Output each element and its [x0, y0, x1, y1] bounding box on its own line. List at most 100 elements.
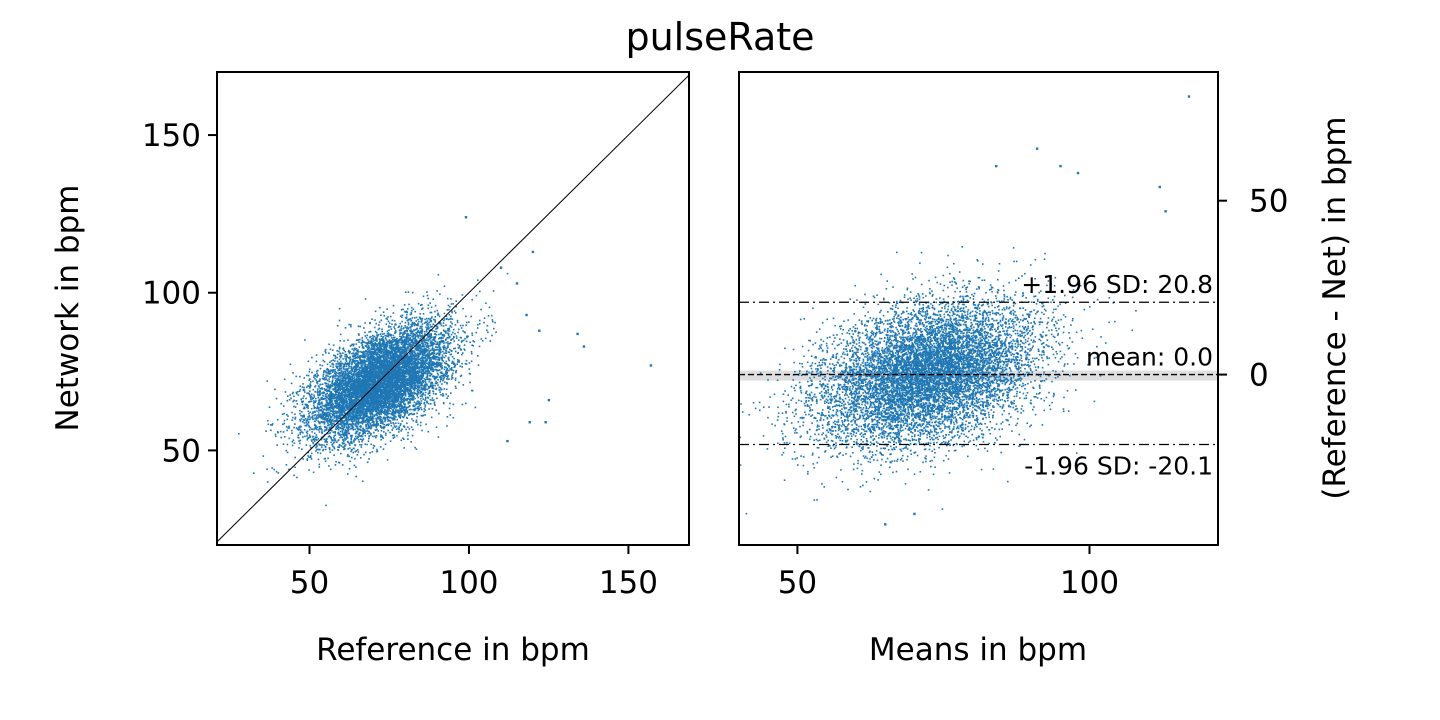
scatter-point — [387, 419, 389, 421]
scatter-point — [349, 461, 351, 463]
scatter-point — [420, 360, 422, 362]
scatter-point — [313, 405, 315, 407]
scatter-point — [266, 380, 268, 382]
scatter-point — [350, 451, 352, 453]
scatter-point — [303, 387, 305, 389]
scatter-point — [330, 413, 332, 415]
scatter-point — [338, 351, 340, 353]
scatter-point — [454, 310, 456, 312]
scatter-point — [276, 471, 278, 473]
scatter-point — [326, 444, 328, 446]
scatter-point — [309, 429, 311, 431]
scatter-point — [307, 431, 309, 433]
scatter-point — [434, 311, 436, 313]
scatter-point — [344, 443, 346, 445]
scatter-point — [393, 435, 395, 437]
scatter-point — [392, 429, 394, 431]
scatter-point — [270, 430, 272, 432]
scatter-point — [347, 339, 349, 341]
scatter-point — [450, 414, 452, 416]
scatter-point — [352, 452, 354, 454]
scatter-point — [440, 394, 442, 396]
scatter-point — [367, 364, 369, 366]
scatter-point — [428, 431, 430, 433]
scatter-point — [334, 448, 336, 450]
scatter-point — [394, 413, 396, 415]
scatter-point — [277, 419, 279, 421]
scatter-point — [365, 452, 367, 454]
scatter-point — [414, 311, 416, 313]
scatter-point — [313, 389, 315, 391]
scatter-point — [486, 330, 488, 332]
scatter-point — [425, 398, 427, 400]
scatter-point — [469, 373, 471, 375]
scatter-point — [337, 440, 339, 442]
scatter-point — [341, 426, 343, 428]
scatter-point — [317, 394, 319, 396]
scatter-point — [317, 370, 319, 372]
scatter-point — [430, 399, 432, 401]
scatter-point — [388, 321, 390, 323]
scatter-point — [330, 365, 332, 367]
scatter-point — [382, 407, 384, 409]
scatter-point — [404, 311, 406, 313]
scatter-point — [421, 409, 423, 411]
scatter-point — [439, 355, 441, 357]
scatter-point — [406, 330, 408, 332]
scatter-point — [314, 378, 316, 380]
scatter-point — [336, 357, 338, 359]
scatter-point — [302, 436, 304, 438]
scatter-point — [419, 313, 421, 315]
scatter-point — [442, 337, 444, 339]
scatter-point — [451, 311, 453, 313]
scatter-point — [370, 331, 372, 333]
scatter-point — [323, 444, 325, 446]
scatter-point — [390, 316, 392, 318]
scatter-point — [315, 436, 317, 438]
scatter-point — [403, 417, 405, 419]
scatter-point — [403, 447, 405, 449]
scatter-point — [416, 416, 418, 418]
scatter-point — [422, 323, 424, 325]
scatter-point — [311, 440, 313, 442]
scatter-point — [298, 434, 300, 436]
scatter-point — [336, 378, 338, 380]
scatter-point — [367, 430, 369, 432]
scatter-point — [436, 426, 438, 428]
scatter-point — [293, 427, 295, 429]
scatter-point — [377, 408, 379, 410]
scatter-point — [376, 435, 378, 437]
scatter-point — [306, 392, 308, 394]
scatter-point — [424, 385, 426, 387]
scatter-point — [300, 415, 302, 417]
scatter-point — [477, 355, 479, 357]
scatter-point — [291, 432, 293, 434]
scatter-point — [434, 331, 436, 333]
scatter-point — [374, 327, 376, 329]
scatter-point — [433, 354, 435, 356]
scatter-point — [419, 328, 421, 330]
scatter-point — [460, 325, 462, 327]
scatter-point — [381, 331, 383, 333]
scatter-point — [461, 363, 463, 365]
scatter-point — [420, 338, 422, 340]
scatter-point — [327, 458, 329, 460]
scatter-point — [410, 326, 412, 328]
scatter-point — [391, 425, 393, 427]
scatter-point — [253, 472, 255, 474]
scatter-point — [428, 304, 430, 306]
scatter-panel: 50 100 150 50100150 Reference in bpm Netwo… — [50, 72, 689, 668]
scatter-point — [471, 353, 473, 355]
scatter-point — [462, 325, 464, 327]
scatter-point — [444, 285, 446, 287]
scatter-point — [309, 416, 311, 418]
scatter-point — [481, 338, 483, 340]
scatter-point — [418, 303, 420, 305]
scatter-point — [400, 430, 402, 432]
scatter-point — [272, 423, 274, 425]
scatter-point — [452, 356, 454, 358]
scatter-point — [312, 411, 314, 413]
scatter-point — [375, 418, 377, 420]
scatter-point — [351, 457, 353, 459]
scatter-point — [460, 337, 462, 339]
